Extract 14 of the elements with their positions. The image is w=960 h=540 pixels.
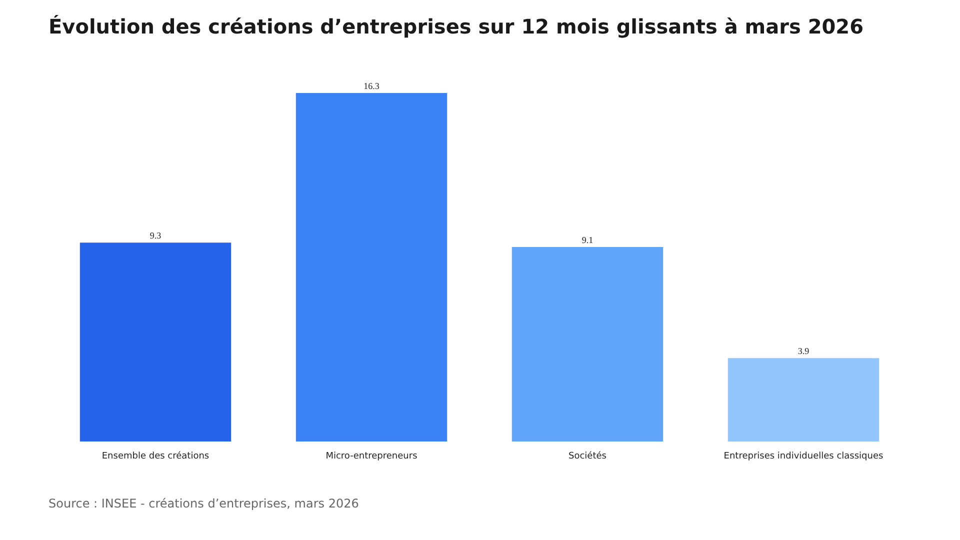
data-label: 3.9 (798, 346, 810, 356)
data-label: 9.1 (582, 234, 594, 245)
data-label: 16.3 (364, 81, 380, 92)
x-tick-label: Ensemble des créations (102, 450, 210, 462)
data-label: 9.3 (150, 230, 162, 241)
x-tick-label: Entreprises individuelles classiques (724, 452, 884, 462)
bar (512, 246, 664, 442)
chart-title: Évolution des créations d’entreprises sur 12 mois glissants à mars 2026 (48, 14, 864, 38)
x-tick-label: Sociétés (568, 450, 607, 462)
source-note: Source : INSEE - créations d’entreprises, mars 2026 (48, 496, 359, 510)
bar (80, 242, 232, 442)
bar (728, 358, 880, 442)
x-tick-label: Micro-entrepreneurs (326, 452, 418, 462)
bar (296, 93, 448, 442)
